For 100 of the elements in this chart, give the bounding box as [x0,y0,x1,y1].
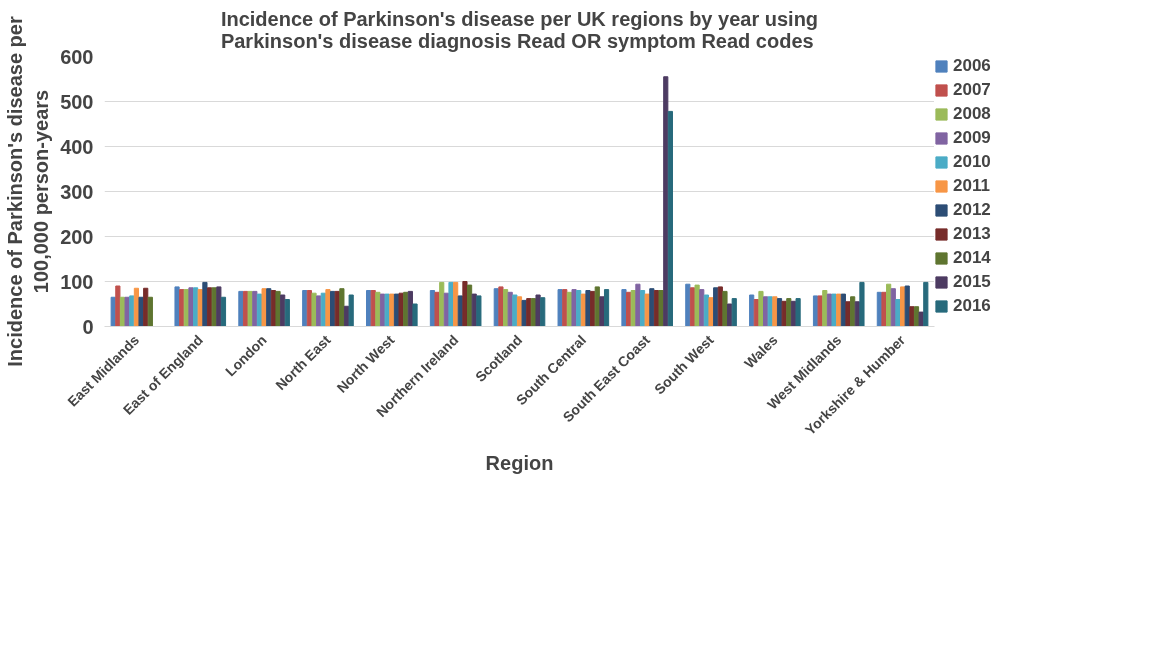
bar [540,297,546,327]
bar [859,281,865,327]
bar [193,287,199,327]
bar [831,293,837,327]
bar [781,300,787,327]
bar [462,281,468,327]
bar [763,296,769,327]
y-tick-label: 0 [82,315,94,338]
bar [110,296,116,327]
chart-title: Incidence of Parkinson's disease per UK regions by year using Parkinson's disease diagnosis Read OR symptom Read codes [220,7,819,52]
bar [498,286,504,327]
bar [895,299,901,327]
y-tick-label: 400 [60,135,94,158]
bar [507,291,513,327]
legend-label: 2009 [953,128,991,148]
bar [585,290,591,327]
bar [923,281,929,327]
bar [731,298,737,327]
bar [571,289,577,327]
bar [599,296,605,327]
bar [211,287,217,327]
y-tick-label: 500 [60,90,94,113]
bar [694,284,700,327]
bar [909,306,915,327]
bar [836,293,842,327]
bar [261,288,267,327]
bar [129,295,135,327]
bar [302,290,308,327]
bar [795,298,801,327]
bar [220,296,227,327]
bar [526,298,532,327]
bar [275,290,281,327]
bar [649,288,655,327]
bar [576,290,582,327]
bar [316,295,322,327]
bar [658,290,664,327]
legend-label: 2012 [953,200,991,220]
bar [188,287,194,327]
bar [685,283,691,327]
legend-label: 2011 [953,176,990,196]
y-axis-title: Incidence of Parkinson's disease per 100,000 person-years [3,16,53,367]
bar [699,289,705,327]
bar [348,294,354,327]
bar [886,283,892,327]
bar [434,291,440,327]
bar [330,290,336,327]
bar [389,293,395,327]
bar [448,281,454,327]
bar [439,281,445,327]
bar [216,286,222,327]
bar [403,291,409,327]
y-tick-label: 300 [60,180,94,203]
bar [325,289,331,327]
y-tick-label: 100 [60,270,94,293]
bar [635,283,641,327]
legend-label: 2014 [953,248,991,268]
bar [138,296,144,327]
bar [881,291,887,327]
bar [626,291,632,327]
bar [590,290,596,327]
bar [280,294,286,327]
bar [476,295,482,327]
bar [621,289,627,327]
y-tick-label: 600 [60,45,94,68]
bar [904,285,910,327]
bar [266,288,272,327]
legend-label: 2016 [953,296,991,316]
legend-label: 2008 [953,104,991,124]
bar [644,293,650,327]
x-axis-title: Region [485,451,554,474]
bar [179,289,185,327]
bar [850,296,856,327]
bar [822,290,828,327]
bar [284,299,290,327]
bar [115,285,121,327]
bar [124,296,130,327]
bar [238,290,244,327]
bar [758,290,764,327]
bar [143,287,149,327]
bar [247,290,253,327]
bar [471,293,477,327]
bar [453,281,459,327]
bar [727,303,733,327]
bar [557,289,563,327]
legend-label: 2013 [953,224,991,244]
bar [512,294,518,327]
bar [521,299,527,327]
bar [202,281,208,327]
bar [535,294,541,327]
bar [786,298,792,327]
bar [375,291,381,327]
y-tick-label: 200 [60,225,94,248]
bar [147,296,153,327]
legend-label: 2010 [953,152,991,172]
bar [772,296,778,327]
bar [370,290,376,327]
bar [412,303,418,327]
bar [603,289,610,327]
bar [398,292,404,327]
bar [708,297,714,327]
